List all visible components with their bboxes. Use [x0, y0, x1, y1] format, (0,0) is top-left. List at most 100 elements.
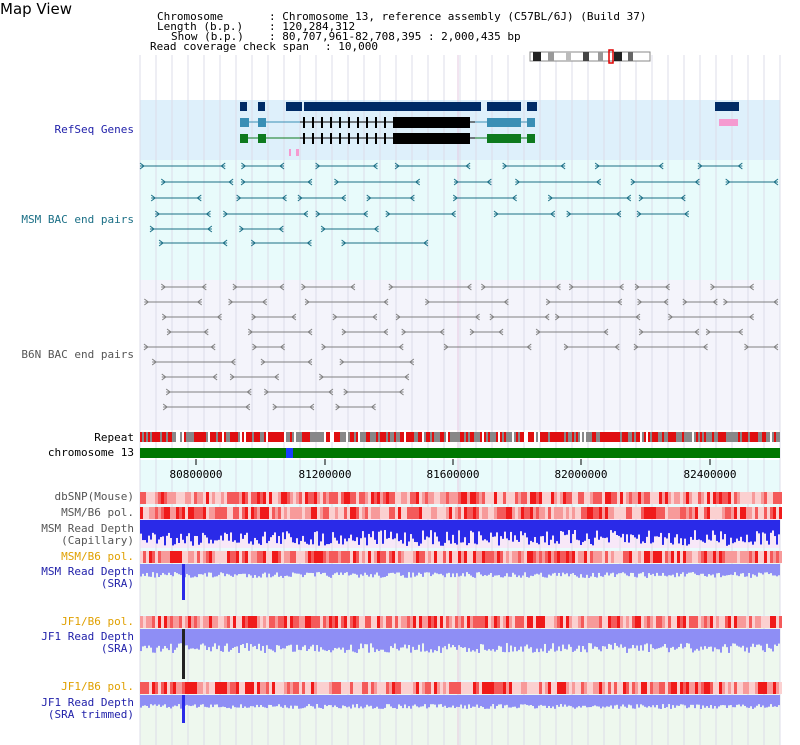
capillary-depth-bar: [620, 520, 622, 538]
track-label-msm-depth-sra-2[interactable]: (SRA): [100, 577, 134, 590]
jf1-depth-bar: [606, 629, 608, 649]
jf1-trim-depth-bar: [656, 695, 658, 706]
track-label-msm-b6-pol-2[interactable]: MSM/B6 pol.: [61, 550, 134, 563]
jf1-pol-heat: [431, 616, 434, 628]
track-label-dbsnp[interactable]: dbSNP(Mouse): [54, 490, 134, 503]
jf1-depth-bar: [650, 629, 652, 645]
jf1-trim-depth-bar: [726, 695, 728, 708]
msm-pol-heat: [548, 507, 551, 519]
jf1-pol-heat: [413, 616, 416, 628]
jf1-pol-heat: [200, 682, 203, 694]
jf1-trim-depth-bar: [536, 695, 538, 709]
jf1-pol-heat: [611, 616, 614, 628]
sra-depth-bar: [778, 564, 780, 576]
track-label-msm-depth-sra-1[interactable]: MSM Read Depth: [41, 565, 134, 578]
capillary-depth-bar: [490, 520, 492, 533]
track-label-jf1-pol-2[interactable]: JF1/B6 pol.: [61, 680, 134, 693]
b6n-bac-pair-end: [424, 298, 431, 306]
jf1-depth-bar: [246, 629, 248, 644]
jf1-pol-heat: [296, 682, 299, 694]
b6n-bac-pair-end: [395, 313, 401, 321]
jf1-trim-depth-bar: [314, 695, 316, 709]
sra-depth-bar: [546, 564, 548, 578]
sra-depth-bar: [422, 564, 424, 577]
msm-pol-heat: [413, 551, 416, 563]
jf1-pol-heat: [539, 616, 542, 628]
dbsnp-heat: [755, 492, 758, 504]
track-label-jf1-trim-2[interactable]: (SRA trimmed): [47, 708, 134, 721]
jf1-depth-bar: [350, 629, 352, 645]
jf1-depth-bar: [628, 629, 630, 649]
dbsnp-heat: [587, 492, 590, 504]
msm-pol-heat: [758, 507, 761, 519]
track-label-b6n-bac[interactable]: B6N BAC end pairs: [21, 348, 134, 361]
track-label-jf1-trim-1[interactable]: JF1 Read Depth: [41, 696, 134, 709]
jf1-depth-bar: [370, 629, 372, 644]
capillary-depth-bar: [562, 520, 564, 532]
track-label-msm-bac[interactable]: MSM BAC end pairs: [21, 213, 134, 226]
msm-pol-heat: [218, 507, 221, 519]
sra-depth-bar: [542, 564, 544, 577]
msm-pol-heat: [479, 551, 482, 563]
sra-depth-bar: [222, 564, 224, 574]
track-label-msm-depth-cap-2[interactable]: (Capillary): [61, 534, 134, 547]
msm-pol-heat: [476, 551, 479, 563]
repeat-feature: [242, 432, 244, 442]
capillary-depth-bar: [196, 520, 198, 537]
sra-depth-bar: [354, 564, 356, 574]
sra-depth-bar: [186, 564, 188, 574]
jf1-trim-depth-bar: [310, 695, 312, 706]
jf1-depth-bar: [360, 629, 362, 644]
sra-depth-bar: [558, 564, 560, 573]
repeat-feature: [414, 432, 416, 442]
gene-feature: [240, 118, 249, 127]
gene-feature: [258, 102, 265, 111]
sra-depth-bar: [626, 564, 628, 576]
repeat-feature: [526, 432, 528, 442]
track-label-msm-b6-pol-1[interactable]: MSM/B6 pol.: [61, 506, 134, 519]
capillary-depth-bar: [266, 520, 268, 544]
jf1-trim-depth-bar: [534, 695, 536, 709]
track-label-refseq[interactable]: RefSeq Genes: [54, 123, 134, 136]
msm-pol-heat: [695, 551, 698, 563]
track-label-jf1-depth-2[interactable]: (SRA): [100, 642, 134, 655]
jf1-pol-heat: [152, 682, 155, 694]
jf1-pol-heat: [593, 616, 596, 628]
repeat-feature: [712, 432, 714, 442]
repeat-feature: [664, 432, 666, 442]
sra-depth-bar: [200, 564, 202, 575]
capillary-depth-bar: [202, 520, 204, 533]
jf1-pol-heat: [173, 616, 176, 628]
gene-exon: [366, 117, 368, 128]
dbsnp-heat: [380, 492, 383, 504]
sra-depth-bar: [440, 564, 442, 574]
jf1-depth-bar: [634, 629, 636, 649]
capillary-depth-bar: [524, 520, 526, 533]
jf1-depth-bar: [442, 629, 444, 648]
capillary-depth-bar: [420, 520, 422, 544]
b6n-bac-pair-end: [663, 298, 669, 306]
dbsnp-heat: [533, 492, 536, 504]
capillary-depth-bar: [396, 520, 398, 534]
b6n-bac-pair-end: [143, 343, 149, 351]
repeat-feature: [264, 432, 266, 442]
sra-depth-bar: [232, 564, 234, 577]
jf1-pol-heat: [665, 682, 668, 694]
track-label-jf1-depth-1[interactable]: JF1 Read Depth: [41, 630, 134, 643]
jf1-trim-depth-bar: [682, 695, 684, 705]
jf1-depth-bar: [602, 629, 604, 647]
dbsnp-heat: [188, 492, 191, 504]
jf1-trim-depth-bar: [326, 695, 328, 707]
track-label-jf1-pol-1[interactable]: JF1/B6 pol.: [61, 615, 134, 628]
jf1-trim-depth-bar: [588, 695, 590, 708]
jf1-pol-heat: [692, 616, 695, 628]
msm-pol-heat: [464, 551, 467, 563]
jf1-depth-bar: [392, 629, 394, 648]
msm-pol-heat: [599, 507, 602, 519]
dbsnp-heat: [605, 492, 608, 504]
dbsnp-heat: [146, 492, 149, 504]
msm-pol-heat: [395, 507, 398, 519]
track-label-msm-depth-cap-1[interactable]: MSM Read Depth: [41, 522, 134, 535]
b6n-bac-pair-end: [309, 403, 315, 411]
